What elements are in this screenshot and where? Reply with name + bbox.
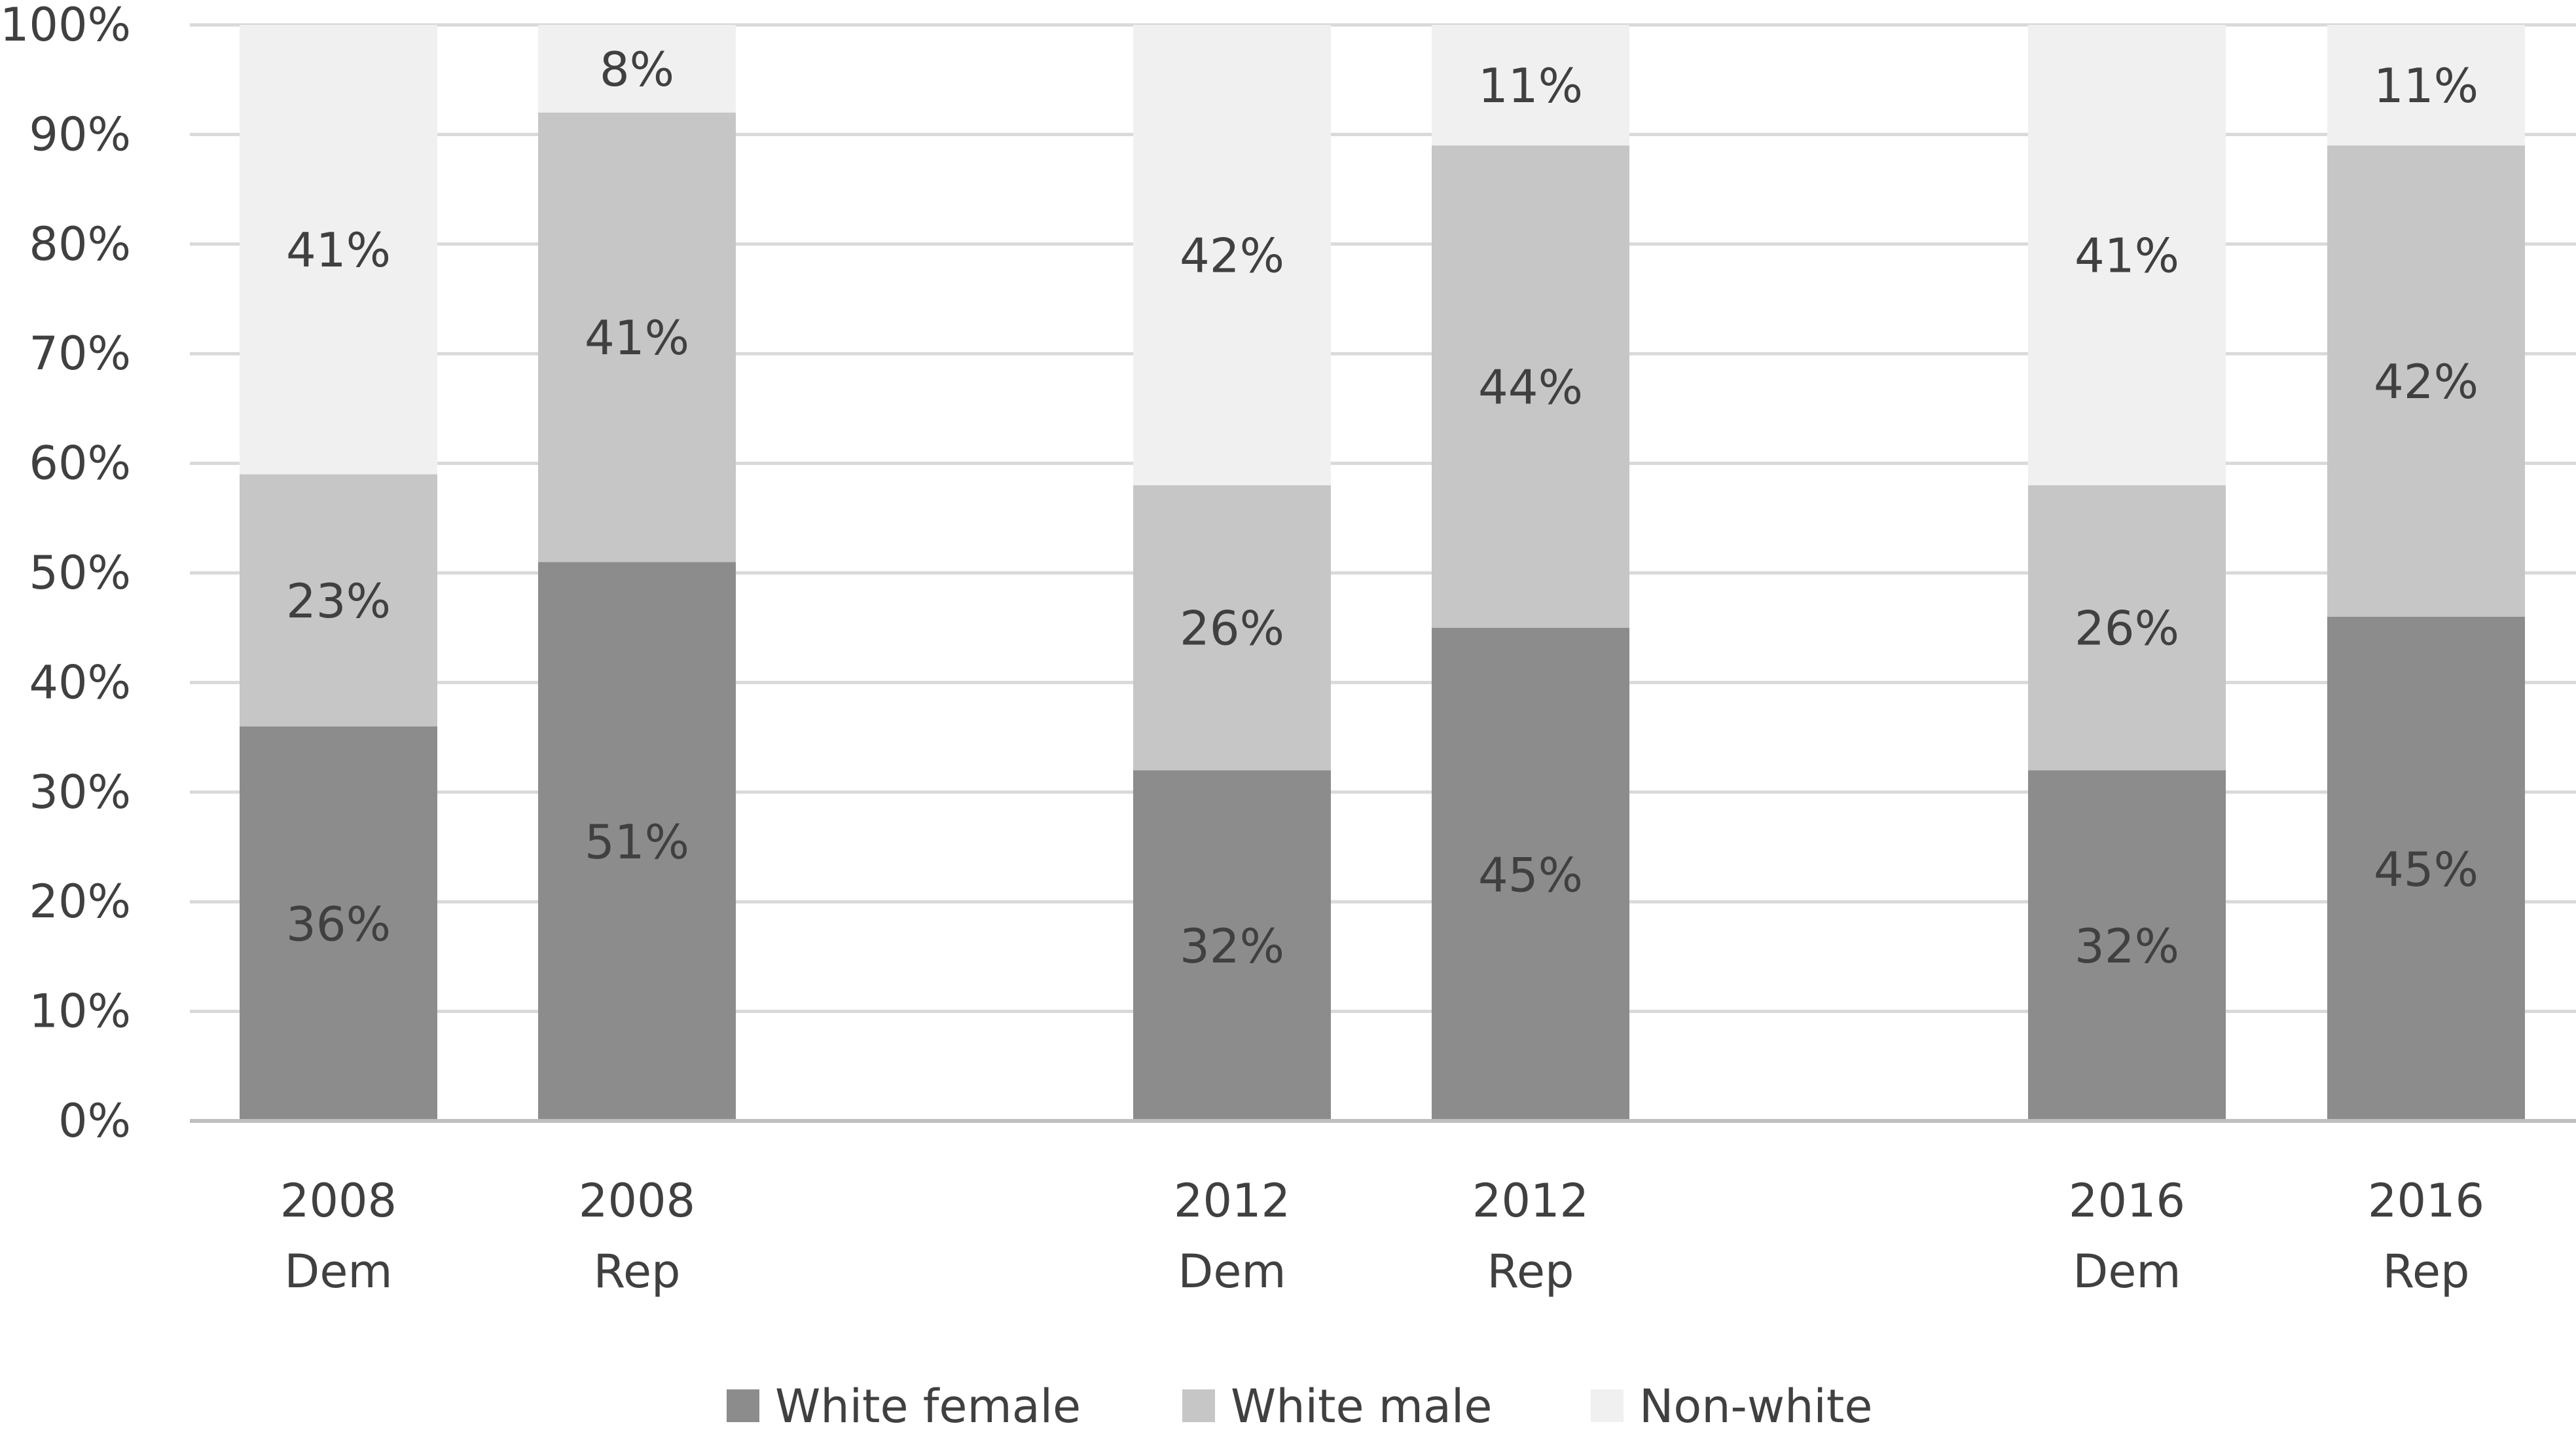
- bar-segment: [2028, 485, 2226, 771]
- data-label: 11%: [2374, 58, 2478, 113]
- bar-segment: [240, 25, 437, 475]
- y-tick-label: 60%: [29, 437, 131, 490]
- bar-segment: [1432, 25, 1629, 146]
- legend-swatch: [727, 1389, 759, 1422]
- bar-segment: [1432, 145, 1629, 628]
- y-axis-tick-labels: 0% 10% 20% 30% 40% 50% 60% 70% 80% 90% 100%: [0, 0, 131, 1148]
- data-label: 41%: [2075, 229, 2179, 284]
- bar-segment: [538, 25, 736, 113]
- y-tick-label: 70%: [29, 327, 131, 380]
- legend-label: Non-white: [1639, 1380, 1872, 1430]
- data-label: 11%: [1478, 58, 1583, 113]
- data-label: 23%: [286, 574, 391, 629]
- data-label: 41%: [286, 223, 391, 278]
- data-label: 44%: [1478, 359, 1583, 414]
- data-label: 8%: [600, 42, 674, 97]
- bars: [240, 25, 2525, 1121]
- bar-segment: [538, 112, 736, 562]
- data-label: 32%: [1180, 919, 1284, 974]
- y-tick-label: 40%: [29, 655, 131, 709]
- data-label: 26%: [1180, 601, 1284, 656]
- legend: White female White male Non-white: [727, 1380, 1872, 1430]
- x-tick-label: Dem: [284, 1245, 392, 1298]
- y-tick-label: 80%: [29, 217, 131, 271]
- bar-segment: [2327, 145, 2525, 617]
- legend-label: White male: [1231, 1380, 1492, 1430]
- x-tick-label: Rep: [594, 1245, 681, 1298]
- x-axis: 2008 Dem 2008 Rep 2012 Dem 2012 Rep 2016 Dem 2016 R…: [190, 1119, 2576, 1298]
- y-tick-label: 50%: [29, 546, 131, 600]
- bar-segment: [1133, 770, 1331, 1121]
- legend-label: White female: [775, 1380, 1081, 1430]
- y-tick-label: 90%: [29, 107, 131, 161]
- x-tick-label: 2012: [1472, 1174, 1589, 1228]
- data-label: 32%: [2075, 919, 2179, 974]
- bar-segment: [2028, 770, 2226, 1121]
- x-tick-label: Rep: [1487, 1245, 1574, 1298]
- legend-swatch: [1182, 1389, 1215, 1422]
- x-tick-label: 2016: [2368, 1174, 2484, 1228]
- x-tick-label: Rep: [2383, 1245, 2470, 1298]
- x-tick-label: Dem: [1178, 1245, 1286, 1298]
- data-label: 45%: [2374, 842, 2478, 897]
- bar-segment: [2327, 25, 2525, 146]
- bar-segment: [538, 562, 736, 1121]
- bar-segment: [1133, 25, 1331, 486]
- data-label: 42%: [2374, 354, 2478, 409]
- bar-segment: [1133, 485, 1331, 771]
- data-label: 26%: [2075, 601, 2179, 656]
- bar-segment: [2327, 616, 2525, 1121]
- x-tick-label: 2008: [280, 1174, 397, 1228]
- x-tick-label: 2016: [2069, 1174, 2185, 1228]
- legend-swatch: [1591, 1389, 1624, 1422]
- data-label: 36%: [286, 897, 391, 952]
- bar-segment: [240, 726, 437, 1121]
- y-tick-label: 100%: [0, 0, 131, 52]
- data-labels: 36% 23% 41% 51% 41% 8% 32% 26% 42% 45% 44% 11% 32% 26…: [286, 42, 2478, 974]
- y-tick-label: 0%: [58, 1094, 131, 1148]
- x-tick-label: 2012: [1174, 1174, 1290, 1228]
- y-tick-label: 30%: [29, 765, 131, 819]
- data-label: 41%: [585, 310, 689, 365]
- x-tick-label: Dem: [2073, 1245, 2181, 1298]
- bar-segment: [240, 474, 437, 727]
- y-tick-label: 10%: [29, 985, 131, 1038]
- bar-segment: [1432, 627, 1629, 1121]
- data-label: 51%: [585, 815, 689, 870]
- data-label: 42%: [1180, 229, 1284, 284]
- bar-segment: [2028, 25, 2226, 486]
- y-tick-label: 20%: [29, 875, 131, 928]
- x-tick-label: 2008: [579, 1174, 695, 1228]
- data-label: 45%: [1478, 847, 1583, 902]
